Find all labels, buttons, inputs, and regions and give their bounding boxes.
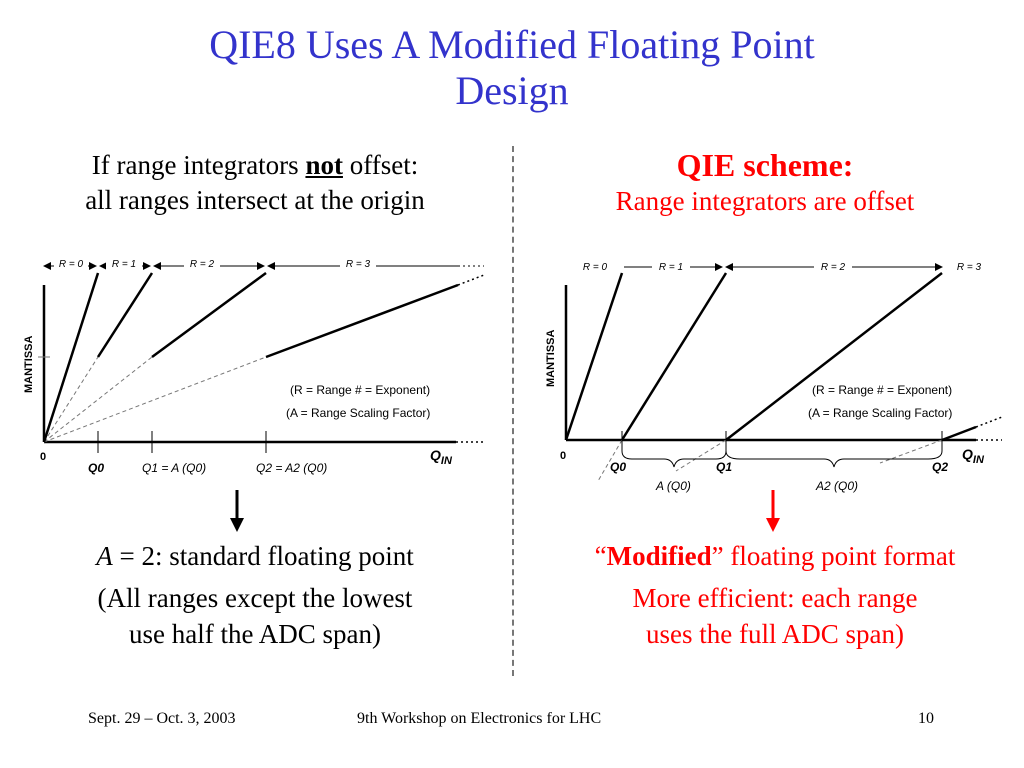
right-xlabel: QIN [962, 446, 985, 466]
right-heading-sub: Range integrators are offset [615, 186, 915, 216]
left-bottom-line1: = 2: standard floating point [112, 541, 414, 571]
right-legend-1: (R = Range # = Exponent) [812, 383, 952, 397]
right-bottom-line3: uses the full ADC span) [646, 619, 904, 649]
right-range-3: R = 3 [957, 262, 982, 273]
right-bottom-quote: “ [594, 541, 607, 571]
left-range-0: R = 0 [59, 259, 84, 270]
right-q1: Q1 [716, 460, 732, 474]
right-diagram: R = 0 R = 1 R = 2 R = 3 MANTISSA 0 QIN (… [545, 259, 1003, 493]
slide-title-line2: Design [455, 68, 569, 113]
right-bottom-rest: ” floating point format [711, 541, 956, 571]
right-bottom-line2: More efficient: each range [632, 583, 918, 613]
right-heading-title: QIE scheme: [676, 147, 854, 183]
left-q2: Q2 = A2 (Q0) [256, 461, 327, 475]
right-down-arrow [766, 490, 780, 532]
right-brace-2: A2 (Q0) [815, 479, 858, 493]
right-heading: QIE scheme: Range integrators are offset [530, 146, 1000, 218]
left-down-arrow [230, 490, 244, 532]
column-divider [512, 146, 514, 676]
left-heading-pre: If range integrators [91, 150, 306, 180]
left-range-1: R = 1 [112, 259, 136, 270]
right-bottom-text: “Modified” floating point format More ef… [530, 538, 1020, 652]
right-origin: 0 [560, 450, 566, 462]
left-ylabel: MANTISSA [23, 336, 35, 394]
right-q2: Q2 [932, 460, 948, 474]
left-q1: Q1 = A (Q0) [142, 461, 206, 475]
left-bottom-text: A = 2: standard floating point (All rang… [20, 538, 490, 652]
left-heading-not: not [305, 150, 343, 180]
slide-title-line1: QIE8 Uses A Modified Floating Point [209, 22, 815, 67]
right-ylabel: MANTISSA [545, 330, 557, 388]
right-brace-1: A (Q0) [655, 479, 691, 493]
left-diagram: R = 0 R = 1 R = 2 R = 3 MANTISSA 0 QIN (… [23, 257, 485, 475]
footer-page-number: 10 [918, 710, 934, 727]
left-range-2: R = 2 [190, 259, 215, 270]
footer-event: 9th Workshop on Electronics for LHC [357, 710, 602, 727]
left-origin: 0 [40, 451, 46, 463]
right-legend-2: (A = Range Scaling Factor) [808, 406, 952, 420]
right-range-0: R = 0 [583, 262, 608, 273]
left-legend-2: (A = Range Scaling Factor) [286, 406, 430, 420]
left-heading-line2: all ranges intersect at the origin [85, 185, 425, 215]
left-heading: If range integrators not offset: all ran… [20, 148, 490, 218]
left-heading-post: offset: [342, 150, 419, 180]
footer-date: Sept. 29 – Oct. 3, 2003 [88, 710, 236, 727]
left-bottom-var: A [96, 541, 113, 571]
left-q0: Q0 [88, 461, 104, 475]
left-bottom-line2: (All ranges except the lowest [97, 583, 413, 613]
right-range-2: R = 2 [821, 262, 846, 273]
left-xlabel: QIN [430, 447, 453, 467]
left-bottom-line3: use half the ADC span) [129, 619, 381, 649]
slide-title: QIE8 Uses A Modified Floating Point Desi… [0, 22, 1024, 114]
right-bottom-bold: Modified [606, 541, 712, 571]
right-range-1: R = 1 [659, 262, 683, 273]
left-range-3: R = 3 [346, 259, 371, 270]
right-q0: Q0 [610, 460, 626, 474]
left-legend-1: (R = Range # = Exponent) [290, 383, 430, 397]
